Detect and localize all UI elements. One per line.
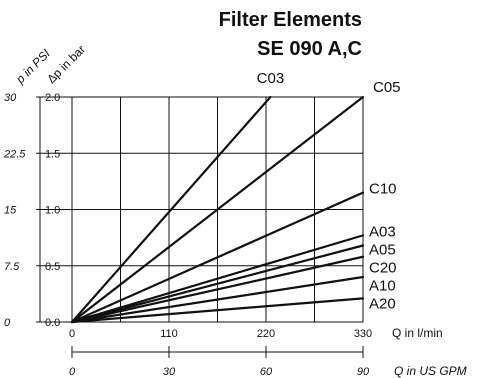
series-lines	[70, 95, 365, 324]
y2-tick-label: 15	[4, 205, 17, 217]
series-label-c05: C05	[373, 79, 401, 96]
x-tick-label: 0	[69, 328, 75, 340]
x2-tick-label: 60	[260, 366, 273, 378]
series-label-c10: C10	[369, 181, 397, 198]
x-tick-label: 220	[257, 328, 275, 340]
series-label-a03: A03	[369, 223, 396, 240]
series-line-c03	[70, 95, 272, 324]
series-label-a05: A05	[369, 241, 396, 258]
chart-title-line2: SE 090 A,C	[257, 38, 362, 60]
y2-tick-label: 30	[4, 92, 17, 104]
series-label-c20: C20	[369, 259, 397, 276]
axes: 0.0 0.5 1.0 1.5 2.0 0 7.5 15 22.5 30 0 110 220 330 Q i…	[3, 42, 467, 378]
series-line-a03	[70, 234, 365, 324]
chart-title-line1: Filter Elements	[219, 9, 362, 31]
y-tick-label: 2.0	[45, 92, 60, 104]
y2-tick-label: 0	[4, 317, 11, 329]
series-line-a20	[70, 297, 365, 324]
series-label-c03: C03	[257, 70, 285, 87]
x2-axis-label: Q in US GPM	[394, 364, 467, 378]
y-axis-label: Δp in bar	[44, 42, 88, 86]
y2-axis-label: p in PSI	[13, 46, 54, 87]
series-line-c05	[70, 95, 365, 324]
x-tick-label: 330	[354, 328, 372, 340]
y-tick-label: 0.5	[45, 261, 60, 273]
y2-tick-label: 7.5	[4, 261, 20, 273]
y-tick-label: 1.5	[45, 148, 60, 160]
series-label-a10: A10	[369, 277, 396, 294]
x-tick-label: 110	[160, 328, 178, 340]
series-line-a10	[70, 275, 365, 324]
series-line-a05	[70, 244, 365, 324]
series-label-a20: A20	[369, 295, 396, 312]
x2-tick-label: 0	[69, 366, 76, 378]
y2-tick-label: 22.5	[3, 148, 26, 160]
series-line-c20	[70, 255, 365, 324]
y-tick-label: 0.0	[45, 317, 60, 329]
x-axis-label: Q in l/min	[392, 326, 443, 340]
x2-tick-label: 30	[163, 366, 176, 378]
x2-tick-label: 90	[357, 366, 370, 378]
y-tick-label: 1.0	[45, 205, 60, 217]
series-line-c10	[70, 191, 365, 324]
